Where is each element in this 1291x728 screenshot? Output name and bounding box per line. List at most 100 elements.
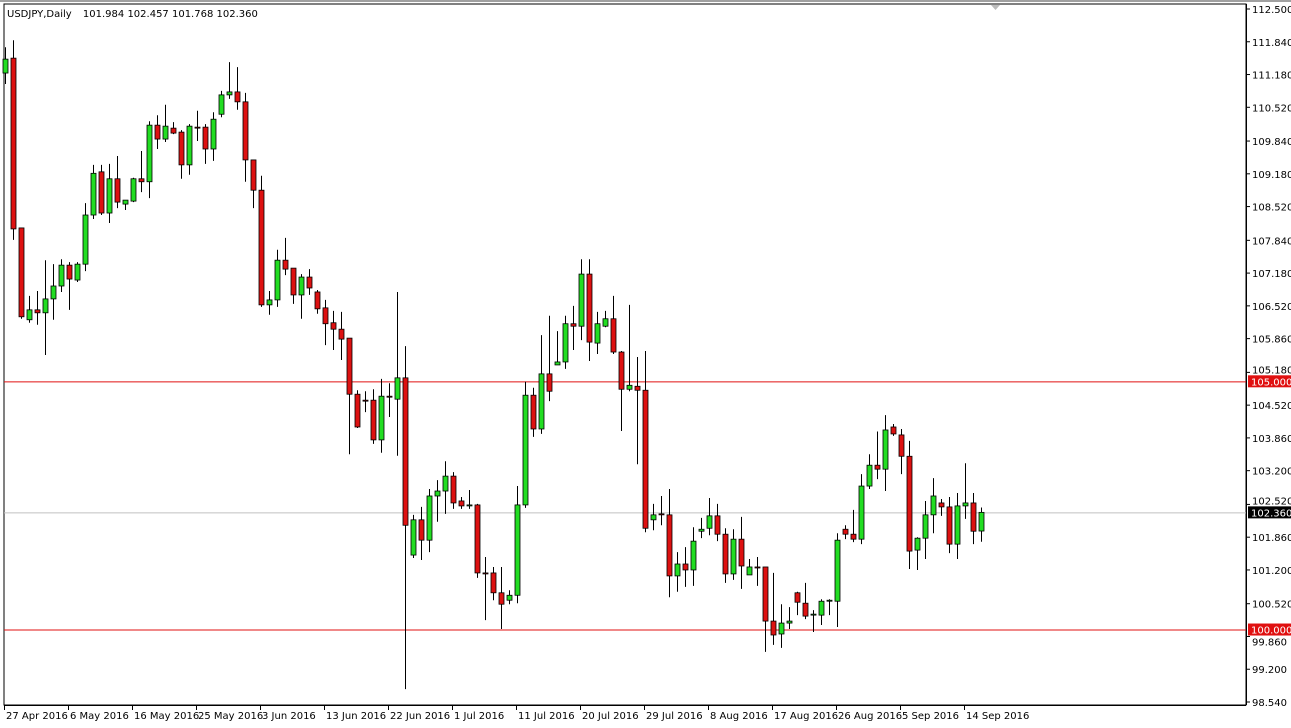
- candle: [122, 199, 129, 211]
- candle-body: [170, 127, 177, 134]
- candle-body: [818, 600, 825, 616]
- candle-body: [474, 504, 481, 574]
- candle: [722, 528, 729, 583]
- candle: [682, 547, 689, 587]
- candle-body: [154, 124, 161, 140]
- candle: [66, 262, 73, 310]
- candle-body: [706, 515, 713, 529]
- candle: [434, 480, 441, 522]
- price-tick-label: 107.180: [1252, 269, 1291, 280]
- candle: [418, 506, 425, 561]
- candle-body: [650, 514, 657, 521]
- candle-body: [898, 434, 905, 457]
- candle: [314, 289, 321, 314]
- candle-body: [114, 178, 121, 203]
- candle: [666, 489, 673, 598]
- candle: [890, 424, 897, 436]
- candle-body: [546, 373, 553, 392]
- candle: [802, 582, 809, 620]
- candle: [218, 90, 225, 118]
- candle: [226, 62, 233, 99]
- candle: [282, 237, 289, 276]
- candle-body: [930, 495, 937, 516]
- price-tick-label: 105.860: [1252, 335, 1291, 346]
- price-tick-label: 104.520: [1252, 401, 1291, 412]
- candle-body: [730, 538, 737, 575]
- candle-body: [834, 539, 841, 602]
- time-tick-label: 11 Jul 2016: [518, 711, 575, 722]
- candle-body: [434, 490, 441, 497]
- candle: [162, 104, 169, 143]
- candle: [290, 267, 297, 304]
- candle: [730, 529, 737, 580]
- candle-body: [946, 506, 953, 545]
- candle: [570, 305, 577, 351]
- level-price-label: 105.000: [1251, 377, 1291, 388]
- current-price-label-bg: [1248, 506, 1291, 519]
- level-price-label-bg: [1248, 375, 1291, 388]
- candle: [906, 440, 913, 569]
- candle: [114, 155, 121, 209]
- candle: [554, 331, 561, 366]
- candle-body: [906, 455, 913, 552]
- candle: [98, 164, 105, 216]
- candle: [242, 92, 249, 182]
- candle: [914, 537, 921, 570]
- candle-body: [490, 572, 497, 594]
- candle-body: [242, 101, 249, 161]
- candle-body: [130, 178, 137, 202]
- symbol-label: USDJPY,Daily: [7, 9, 72, 20]
- candle-body: [794, 592, 801, 603]
- price-tick-label: 98.540: [1252, 698, 1287, 709]
- candle-body: [786, 620, 793, 624]
- time-tick-label: 16 May 2016: [134, 711, 199, 722]
- candle: [362, 391, 369, 413]
- candle: [546, 315, 553, 402]
- candle: [674, 552, 681, 592]
- candle: [626, 304, 633, 392]
- candle: [138, 150, 145, 193]
- candle-body: [210, 118, 217, 150]
- candle-body: [234, 91, 241, 103]
- candle: [538, 335, 545, 434]
- candle-body: [186, 125, 193, 166]
- candle-body: [122, 199, 129, 205]
- time-tick-label: 22 Jun 2016: [390, 711, 450, 722]
- candle-body: [770, 620, 777, 636]
- candle: [746, 559, 753, 576]
- price-tick-label: 109.180: [1252, 170, 1291, 181]
- candle: [178, 130, 185, 179]
- candle: [106, 163, 113, 223]
- candle-body: [426, 495, 433, 541]
- candle: [10, 40, 17, 240]
- candle-body: [290, 267, 297, 296]
- chart-shift-marker-icon[interactable]: [991, 5, 1000, 10]
- candle: [738, 516, 745, 589]
- candle: [346, 337, 353, 455]
- current-price-label: 102.360: [1251, 508, 1291, 519]
- candle-body: [386, 395, 393, 398]
- candle-body: [762, 566, 769, 622]
- candle-body: [698, 528, 705, 532]
- chart-title: USDJPY,Daily 101.984 102.457 101.768 102…: [7, 9, 258, 20]
- candle: [874, 431, 881, 480]
- candle: [306, 269, 313, 295]
- candle: [882, 415, 889, 492]
- candle-body: [202, 126, 209, 150]
- candle-body: [258, 189, 265, 306]
- candle-body: [578, 273, 585, 327]
- candle-body: [250, 159, 257, 191]
- candle: [602, 310, 609, 328]
- candle: [642, 351, 649, 533]
- level-price-label: 100.000: [1251, 626, 1291, 637]
- candle: [210, 112, 217, 161]
- candle-body: [82, 214, 89, 265]
- candle-body: [562, 323, 569, 363]
- candle-body: [506, 594, 513, 601]
- candle: [450, 472, 457, 509]
- price-tick-label: 101.200: [1252, 566, 1291, 577]
- candle: [442, 461, 449, 514]
- candle-body: [66, 264, 73, 280]
- candle: [58, 259, 65, 292]
